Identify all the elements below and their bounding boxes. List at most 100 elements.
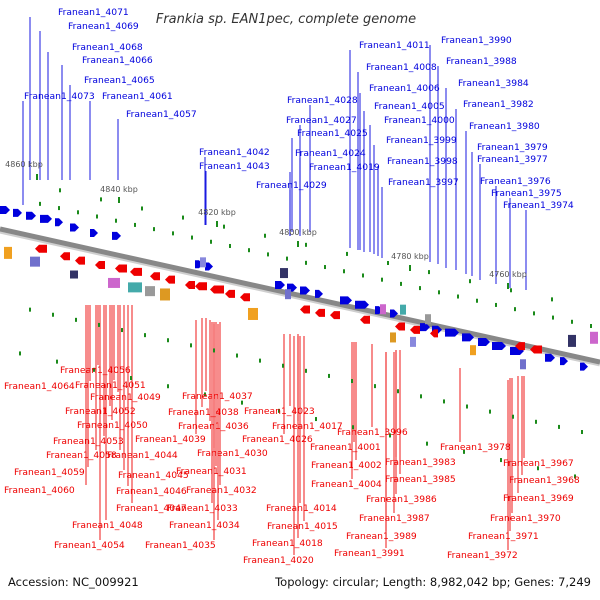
annotation-box[interactable] bbox=[128, 282, 142, 293]
annotation-box[interactable] bbox=[70, 270, 78, 279]
annotation-box[interactable] bbox=[410, 336, 416, 347]
forward-gene-label[interactable]: Franean1_3975 bbox=[491, 188, 562, 199]
forward-gene-label[interactable]: Franean1_4025 bbox=[297, 128, 368, 139]
reverse-gene-arrow[interactable] bbox=[165, 275, 175, 284]
forward-gene-label[interactable]: Franean1_3982 bbox=[463, 99, 534, 110]
reverse-gene-label[interactable]: Franean1_4060 bbox=[4, 485, 75, 496]
reverse-gene-arrow[interactable] bbox=[240, 293, 250, 302]
annotation-box[interactable] bbox=[108, 277, 120, 288]
forward-gene-arrow[interactable] bbox=[90, 228, 98, 237]
forward-gene-label[interactable]: Franean1_4019 bbox=[309, 162, 380, 173]
forward-gene-label[interactable]: Franean1_4005 bbox=[374, 101, 445, 112]
forward-gene-label[interactable]: Franean1_4068 bbox=[72, 42, 143, 53]
forward-gene-label[interactable]: Franean1_3999 bbox=[386, 135, 457, 146]
annotation-box[interactable] bbox=[200, 257, 206, 268]
reverse-gene-arrow[interactable] bbox=[360, 315, 370, 324]
reverse-gene-label[interactable]: Franean1_4031 bbox=[176, 466, 247, 477]
reverse-gene-arrow[interactable] bbox=[395, 322, 405, 331]
forward-gene-label[interactable]: Franean1_4000 bbox=[384, 115, 455, 126]
forward-gene-arrow[interactable] bbox=[0, 206, 10, 214]
forward-gene-arrow[interactable] bbox=[275, 280, 285, 289]
annotation-box[interactable] bbox=[248, 307, 258, 320]
annotation-box[interactable] bbox=[160, 288, 170, 301]
forward-gene-arrow[interactable] bbox=[478, 337, 490, 346]
reverse-gene-label[interactable]: Franean1_4002 bbox=[311, 460, 382, 471]
reverse-gene-label[interactable]: Franean1_4044 bbox=[107, 450, 178, 461]
forward-gene-label[interactable]: Franean1_4024 bbox=[295, 148, 366, 159]
reverse-gene-label[interactable]: Franean1_4018 bbox=[252, 538, 323, 549]
reverse-gene-arrow[interactable] bbox=[315, 308, 325, 317]
reverse-gene-arrow[interactable] bbox=[75, 256, 85, 265]
forward-gene-arrow[interactable] bbox=[580, 362, 588, 371]
reverse-gene-label[interactable]: Franean1_4026 bbox=[242, 434, 313, 445]
reverse-gene-label[interactable]: Franean1_4001 bbox=[310, 442, 381, 453]
reverse-gene-label[interactable]: Franean1_3987 bbox=[359, 513, 430, 524]
forward-gene-arrow[interactable] bbox=[55, 218, 63, 227]
reverse-gene-label[interactable]: Franean1_4056 bbox=[60, 365, 131, 376]
reverse-gene-label[interactable]: Franean1_4017 bbox=[272, 421, 343, 432]
forward-gene-label[interactable]: Franean1_3998 bbox=[387, 156, 458, 167]
reverse-gene-label[interactable]: Franean1_4059 bbox=[14, 467, 85, 478]
reverse-gene-label[interactable]: Franean1_3985 bbox=[385, 474, 456, 485]
reverse-gene-label[interactable]: Franean1_3972 bbox=[447, 550, 518, 561]
reverse-gene-label[interactable]: Franean1_3969 bbox=[503, 493, 574, 504]
forward-gene-label[interactable]: Franean1_4061 bbox=[102, 91, 173, 102]
forward-gene-arrow[interactable] bbox=[112, 231, 121, 240]
forward-gene-label[interactable]: Franean1_3974 bbox=[503, 200, 574, 211]
forward-gene-arrow[interactable] bbox=[420, 323, 430, 332]
forward-gene-label[interactable]: Franean1_3980 bbox=[469, 121, 540, 132]
forward-gene-label[interactable]: Franean1_3997 bbox=[388, 177, 459, 188]
reverse-gene-label[interactable]: Franean1_3978 bbox=[440, 442, 511, 453]
forward-gene-arrow[interactable] bbox=[13, 208, 22, 217]
annotation-box[interactable] bbox=[380, 304, 386, 315]
forward-gene-label[interactable]: Franean1_4069 bbox=[68, 21, 139, 32]
forward-gene-label[interactable]: Franean1_4028 bbox=[287, 95, 358, 106]
reverse-gene-label[interactable]: Franean1_4032 bbox=[186, 485, 257, 496]
annotation-box[interactable] bbox=[400, 304, 406, 315]
forward-gene-label[interactable]: Franean1_4042 bbox=[199, 147, 270, 158]
reverse-gene-label[interactable]: Franean1_3986 bbox=[366, 494, 437, 505]
reverse-gene-arrow[interactable] bbox=[150, 272, 160, 281]
reverse-gene-label[interactable]: Franean1_3968 bbox=[509, 475, 580, 486]
forward-gene-label[interactable]: Franean1_3979 bbox=[477, 142, 548, 153]
reverse-gene-label[interactable]: Franean1_4052 bbox=[65, 406, 136, 417]
annotation-box[interactable] bbox=[30, 256, 40, 267]
reverse-gene-label[interactable]: Franean1_4037 bbox=[182, 391, 253, 402]
forward-gene-label[interactable]: Franean1_4073 bbox=[24, 91, 95, 102]
reverse-gene-label[interactable]: Franean1_3971 bbox=[468, 531, 539, 542]
reverse-gene-label[interactable]: Franean1_4036 bbox=[178, 421, 249, 432]
reverse-gene-label[interactable]: Franean1_4023 bbox=[244, 406, 315, 417]
reverse-gene-arrow[interactable] bbox=[330, 311, 340, 320]
annotation-box[interactable] bbox=[425, 314, 431, 325]
reverse-gene-arrow[interactable] bbox=[95, 261, 105, 270]
annotation-box[interactable] bbox=[470, 345, 476, 356]
reverse-gene-label[interactable]: Franean1_4058 bbox=[46, 450, 117, 461]
annotation-box[interactable] bbox=[568, 334, 576, 347]
forward-gene-label[interactable]: Franean1_3990 bbox=[441, 35, 512, 46]
reverse-gene-label[interactable]: Franean1_3996 bbox=[337, 427, 408, 438]
reverse-gene-arrow[interactable] bbox=[35, 244, 47, 253]
forward-gene-arrow[interactable] bbox=[340, 296, 352, 305]
reverse-gene-arrow[interactable] bbox=[410, 325, 420, 334]
forward-gene-label[interactable]: Franean1_3988 bbox=[446, 56, 517, 67]
reverse-gene-label[interactable]: Franean1_4034 bbox=[169, 520, 240, 531]
reverse-gene-label[interactable]: Franean1_4014 bbox=[266, 503, 337, 514]
annotation-box[interactable] bbox=[520, 359, 526, 370]
reverse-gene-arrow[interactable] bbox=[115, 264, 127, 273]
annotation-box[interactable] bbox=[285, 289, 291, 300]
forward-gene-arrow[interactable] bbox=[462, 333, 474, 342]
reverse-gene-arrow[interactable] bbox=[515, 342, 525, 351]
annotation-box[interactable] bbox=[280, 268, 288, 279]
reverse-gene-arrow[interactable] bbox=[130, 267, 142, 276]
reverse-gene-label[interactable]: Franean1_4047 bbox=[116, 503, 187, 514]
reverse-gene-label[interactable]: Franean1_4064 bbox=[4, 381, 75, 392]
forward-gene-arrow[interactable] bbox=[545, 353, 555, 362]
reverse-gene-label[interactable]: Franean1_3991 bbox=[334, 548, 405, 559]
forward-gene-label[interactable]: Franean1_4008 bbox=[366, 62, 437, 73]
reverse-gene-arrow[interactable] bbox=[210, 285, 224, 294]
reverse-gene-label[interactable]: Franean1_3970 bbox=[490, 513, 561, 524]
reverse-gene-label[interactable]: Franean1_4053 bbox=[53, 436, 124, 447]
reverse-gene-arrow[interactable] bbox=[225, 289, 235, 298]
forward-gene-arrow[interactable] bbox=[560, 357, 568, 366]
annotation-box[interactable] bbox=[145, 286, 155, 297]
